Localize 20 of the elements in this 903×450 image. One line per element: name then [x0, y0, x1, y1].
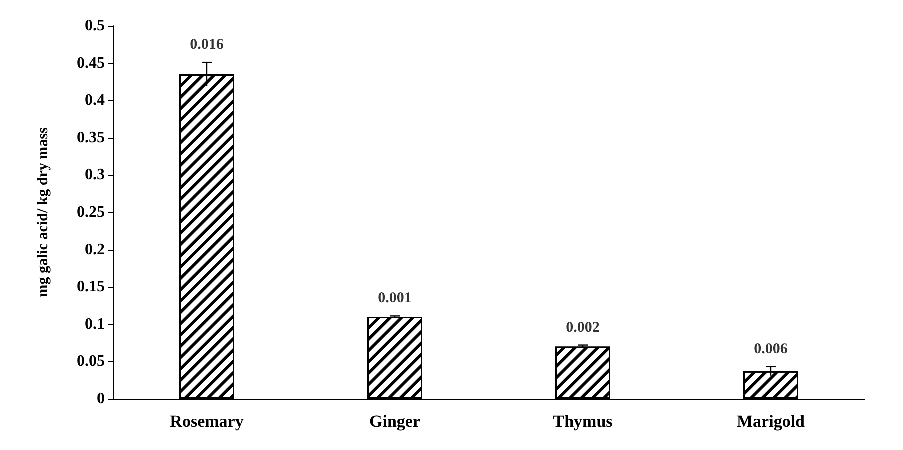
y-tick-label: 0.1 — [85, 316, 105, 333]
annotation: 0.002 — [566, 320, 600, 336]
annotation: 0.001 — [378, 290, 412, 307]
x-tick-label: Ginger — [370, 412, 421, 431]
y-tick-label: 0.2 — [85, 241, 105, 258]
y-tick-label: 0.4 — [85, 92, 105, 110]
y-tick-label: 0 — [97, 390, 105, 408]
x-tick-label: Thymus — [553, 412, 614, 431]
y-tick-label: 0.35 — [77, 129, 105, 146]
y-tick-label: 0.5 — [85, 18, 105, 34]
y-tick-label: 0.05 — [77, 353, 105, 370]
annotation: 0.016 — [190, 37, 224, 54]
y-tick-label: 0.45 — [77, 54, 105, 72]
y-tick-label: 0.3 — [85, 166, 105, 184]
annotation: 0.006 — [754, 341, 788, 358]
x-tick-label: Marigold — [737, 412, 806, 431]
y-axis-title: mg galic acid/ kg dry mass — [36, 128, 52, 298]
y-tick-label: 0.15 — [77, 278, 105, 296]
x-tick-label: Rosemary — [170, 412, 244, 431]
y-tick-label: 0.25 — [77, 204, 105, 221]
